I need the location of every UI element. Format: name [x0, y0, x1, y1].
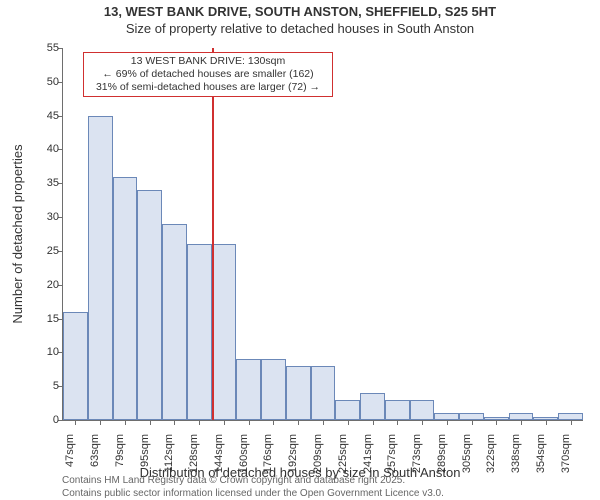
- histogram-bar: [385, 400, 410, 420]
- property-marker-line: [212, 48, 214, 420]
- x-tick-label: 47sqm: [64, 434, 76, 467]
- x-tick-mark: [174, 420, 175, 425]
- x-tick-mark: [199, 420, 200, 425]
- histogram-bar: [410, 400, 435, 420]
- chart-subtitle: Size of property relative to detached ho…: [0, 21, 600, 38]
- x-tick-label: 95sqm: [139, 434, 151, 467]
- x-tick-mark: [323, 420, 324, 425]
- y-tick-label: 15: [29, 313, 59, 325]
- histogram-bar: [335, 400, 360, 420]
- histogram-plot: 13 WEST BANK DRIVE: 130sqm← 69% of detac…: [62, 48, 583, 421]
- x-tick-mark: [397, 420, 398, 425]
- x-tick-label: 289sqm: [436, 434, 448, 473]
- x-tick-label: 176sqm: [262, 434, 274, 473]
- x-tick-mark: [75, 420, 76, 425]
- x-tick-mark: [150, 420, 151, 425]
- chart-title: 13, WEST BANK DRIVE, SOUTH ANSTON, SHEFF…: [0, 0, 600, 21]
- y-tick-label: 50: [29, 76, 59, 88]
- y-tick-label: 35: [29, 177, 59, 189]
- x-tick-label: 209sqm: [312, 434, 324, 473]
- y-tick-label: 30: [29, 211, 59, 223]
- histogram-bar: [459, 413, 484, 420]
- x-tick-mark: [373, 420, 374, 425]
- x-tick-label: 338sqm: [510, 434, 522, 473]
- footer-line-2: Contains public sector information licen…: [62, 488, 444, 500]
- x-tick-mark: [447, 420, 448, 425]
- footer-line-1: Contains HM Land Registry data © Crown c…: [62, 475, 444, 488]
- x-tick-label: 370sqm: [560, 434, 572, 473]
- y-axis-label: Number of detached properties: [10, 144, 25, 323]
- y-tick-label: 55: [29, 42, 59, 54]
- y-tick-label: 5: [29, 380, 59, 392]
- y-tick-label: 40: [29, 143, 59, 155]
- x-tick-label: 257sqm: [386, 434, 398, 473]
- histogram-bar: [113, 177, 138, 420]
- x-tick-mark: [125, 420, 126, 425]
- x-tick-mark: [273, 420, 274, 425]
- x-tick-label: 322sqm: [485, 434, 497, 473]
- x-tick-label: 128sqm: [188, 434, 200, 473]
- histogram-bar: [162, 224, 187, 420]
- y-tick-label: 45: [29, 110, 59, 122]
- histogram-bar: [261, 359, 286, 420]
- annotation-line: ← 69% of detached houses are smaller (16…: [90, 68, 326, 81]
- histogram-bar: [63, 312, 88, 420]
- x-tick-mark: [249, 420, 250, 425]
- histogram-bar: [360, 393, 385, 420]
- y-tick-label: 10: [29, 346, 59, 358]
- histogram-bar: [212, 244, 237, 420]
- x-tick-mark: [472, 420, 473, 425]
- y-tick-label: 20: [29, 279, 59, 291]
- histogram-bar: [558, 413, 583, 420]
- x-tick-mark: [546, 420, 547, 425]
- histogram-bar: [187, 244, 212, 420]
- annotation-line: 31% of semi-detached houses are larger (…: [90, 81, 326, 94]
- histogram-bar: [236, 359, 261, 420]
- histogram-bar: [509, 413, 534, 420]
- x-tick-label: 144sqm: [213, 434, 225, 473]
- x-tick-label: 354sqm: [535, 434, 547, 473]
- histogram-bar: [286, 366, 311, 420]
- x-tick-label: 273sqm: [411, 434, 423, 473]
- histogram-bar: [434, 413, 459, 420]
- y-tick-label: 0: [29, 414, 59, 426]
- x-tick-mark: [496, 420, 497, 425]
- annotation-box: 13 WEST BANK DRIVE: 130sqm← 69% of detac…: [83, 52, 333, 97]
- annotation-line: 13 WEST BANK DRIVE: 130sqm: [90, 55, 326, 68]
- histogram-bar: [311, 366, 336, 420]
- histogram-bar: [88, 116, 113, 420]
- x-tick-label: 305sqm: [461, 434, 473, 473]
- x-tick-label: 63sqm: [89, 434, 101, 467]
- x-tick-mark: [521, 420, 522, 425]
- x-tick-label: 192sqm: [287, 434, 299, 473]
- x-tick-label: 225sqm: [337, 434, 349, 473]
- x-tick-mark: [100, 420, 101, 425]
- x-tick-mark: [348, 420, 349, 425]
- x-tick-mark: [298, 420, 299, 425]
- x-tick-label: 241sqm: [362, 434, 374, 473]
- attribution-footer: Contains HM Land Registry data © Crown c…: [62, 475, 444, 500]
- x-tick-label: 112sqm: [163, 434, 175, 472]
- x-tick-label: 160sqm: [238, 434, 250, 473]
- x-tick-label: 79sqm: [114, 434, 126, 467]
- histogram-bar: [137, 190, 162, 420]
- x-tick-mark: [422, 420, 423, 425]
- x-tick-mark: [224, 420, 225, 425]
- x-tick-mark: [571, 420, 572, 425]
- y-tick-label: 25: [29, 245, 59, 257]
